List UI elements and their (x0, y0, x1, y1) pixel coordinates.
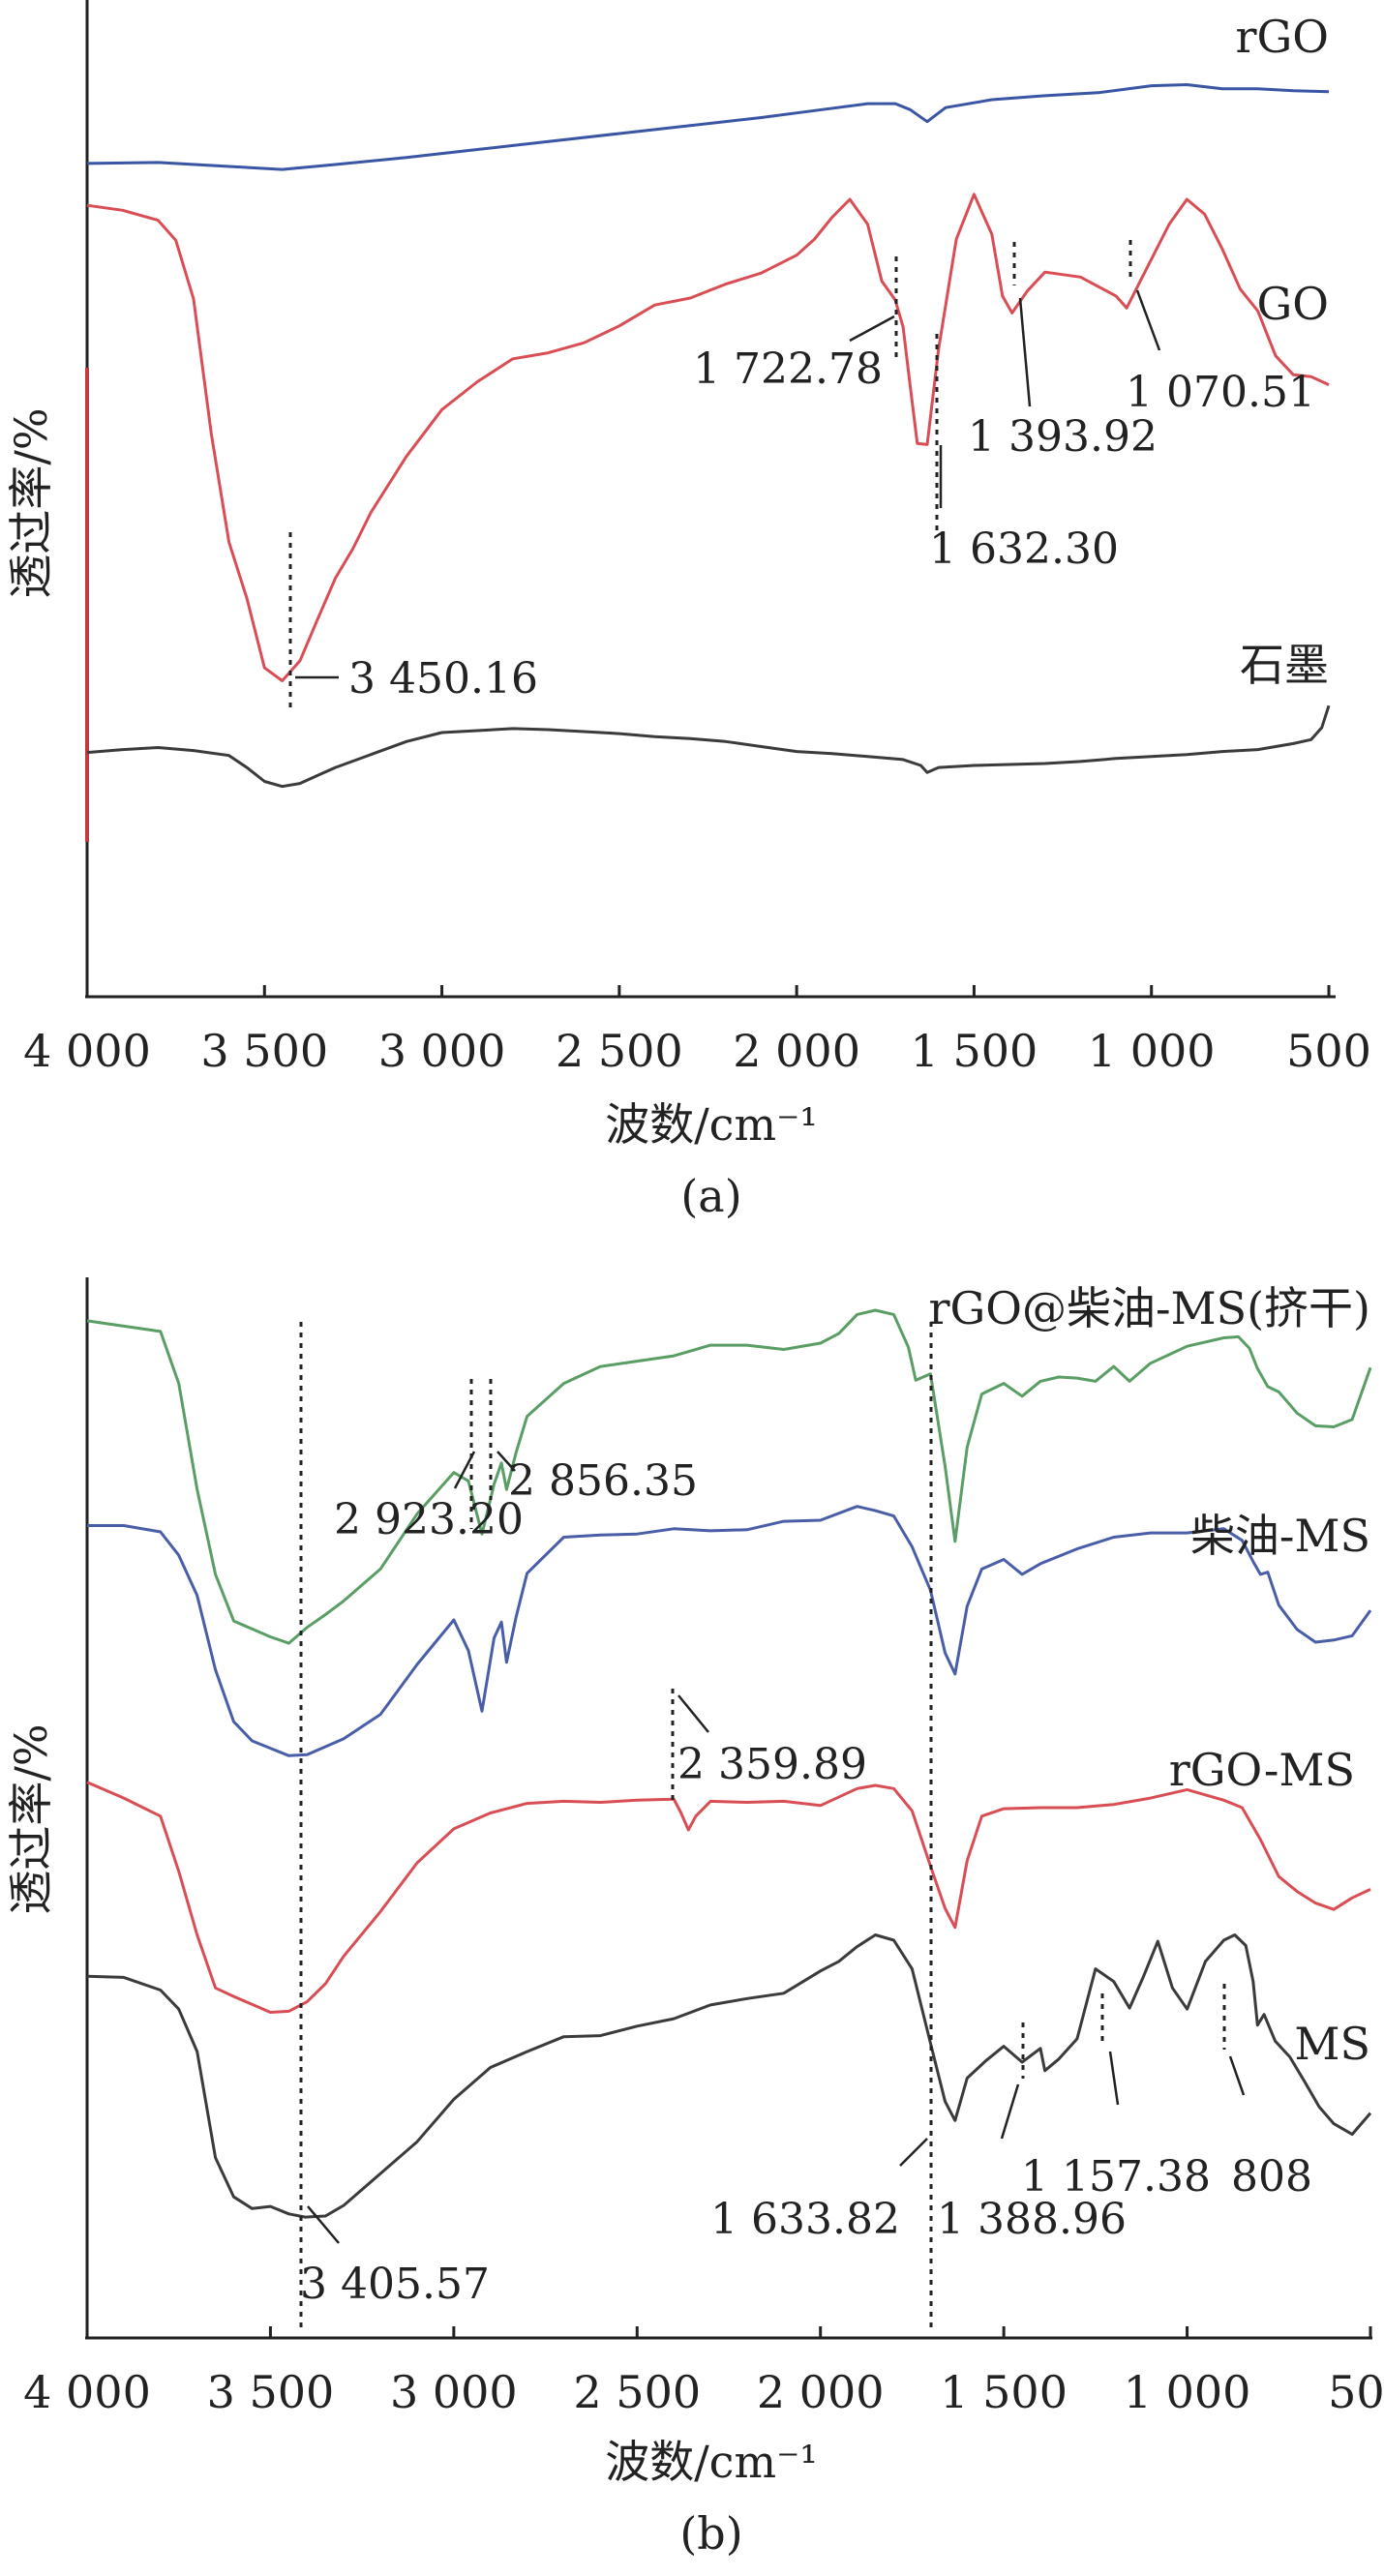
panel-a-ylabel: 透过率/% (5, 407, 57, 598)
series-label-graphite: 石墨 (1240, 639, 1329, 691)
series-line-1 (86, 83, 1330, 171)
x-tick-label: 1 500 (911, 1025, 1038, 1077)
series-line-3 (86, 704, 1331, 789)
x-tick-label: 2 500 (556, 1025, 683, 1077)
series-line-1 (86, 1308, 1372, 1645)
panel-a-xlabel: 波数/cm⁻¹ (605, 1098, 818, 1151)
series-line-4 (86, 1933, 1372, 2219)
peak-annotation: 1 393.92 (968, 412, 1158, 462)
series-line-2 (87, 1505, 1372, 1757)
peak-annotation: 1 070.51 (1126, 368, 1315, 417)
x-tick-label: 2 000 (757, 2366, 885, 2418)
series-label-rGO: rGO (1236, 11, 1329, 63)
x-tick-label: 3 000 (378, 1025, 506, 1077)
series-label-diesel-ms: 柴油-MS (1190, 1510, 1370, 1562)
panel-a-caption: (a) (680, 1170, 741, 1222)
peak-leader-line (1000, 2083, 1020, 2140)
peak-annotation: 2 359.89 (677, 1740, 867, 1789)
peak-annotation: 3 405.57 (300, 2260, 490, 2309)
peak-leader-line (1135, 289, 1161, 351)
x-tick-label: 500 (1328, 2366, 1384, 2418)
x-tick-label: 3 500 (200, 1025, 328, 1077)
peak-leader-line (849, 315, 895, 343)
peak-leader-line (496, 1451, 516, 1472)
peak-leader-line (453, 1451, 476, 1489)
peak-annotation: 1 633.82 (710, 2195, 900, 2244)
panel-b-xlabel: 波数/cm⁻¹ (605, 2436, 818, 2488)
series-label-ms: MS (1294, 2018, 1370, 2070)
peak-leader-line (1228, 2055, 1246, 2096)
panel-b-chart: 4 000 3 500 3 000 2 500 2 000 1 500 1 000 500 3… (5, 1277, 1384, 2560)
peak-annotation: 2 923.20 (334, 1495, 524, 1544)
panel-b-caption: (b) (679, 2507, 742, 2560)
peak-annotation: 1 157.38 (1021, 2152, 1211, 2202)
x-tick-label: 1 000 (1088, 1025, 1216, 1077)
peak-leader-line (1108, 2051, 1120, 2106)
x-tick-label: 1 000 (1124, 2366, 1251, 2418)
x-tick-label: 4 000 (23, 1025, 151, 1077)
series-label-GO: GO (1257, 278, 1329, 330)
peak-leader-line (899, 2138, 928, 2167)
x-tick-label: 3 000 (390, 2366, 518, 2418)
series-label-rgo-ms: rGO-MS (1169, 1744, 1355, 1796)
series-label-rgo-diesel-ms-squeezed: rGO@柴油-MS(挤干) (929, 1282, 1371, 1334)
peak-annotation: 1 632.30 (929, 524, 1119, 574)
peak-annotation: 1 388.96 (937, 2195, 1127, 2244)
x-tick-label: 2 500 (573, 2366, 701, 2418)
series-line-3 (86, 1781, 1371, 2014)
peak-leader-line (677, 1694, 709, 1733)
peak-annotation: 2 856.35 (508, 1456, 698, 1506)
peak-annotation: 3 450.16 (348, 654, 538, 704)
peak-leader-line (1018, 297, 1032, 407)
panel-b-ylabel: 透过率/% (5, 1723, 57, 1914)
x-tick-label: 1 500 (940, 2366, 1068, 2418)
peak-annotation: 1 722.78 (693, 344, 883, 394)
x-tick-label: 500 (1286, 1025, 1371, 1077)
peak-annotation: 808 (1231, 2152, 1312, 2202)
peak-leader-line (307, 2205, 340, 2244)
x-tick-label: 4 000 (23, 2366, 151, 2418)
series-line-2 (86, 193, 1330, 682)
x-tick-label: 2 000 (733, 1025, 860, 1077)
x-tick-label: 3 500 (207, 2366, 335, 2418)
panel-a-chart: 4 000 3 500 3 000 2 500 2 000 1 500 1 000 500 3… (5, 0, 1371, 1222)
